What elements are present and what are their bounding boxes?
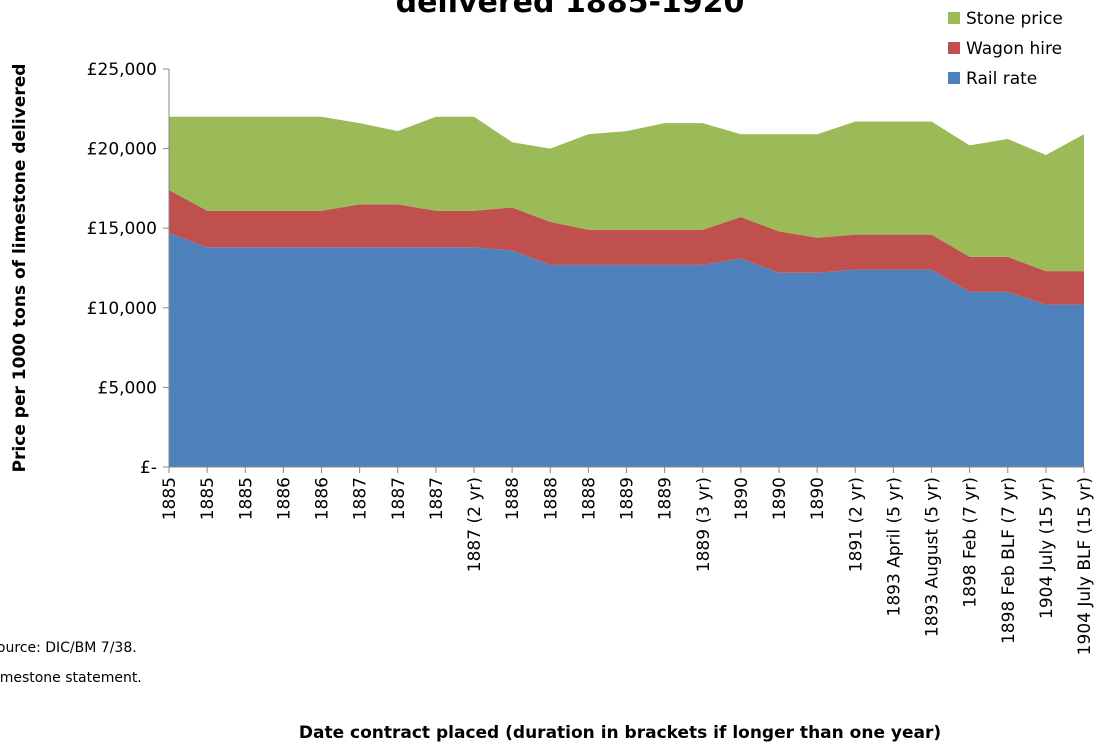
y-axis-title: Price per 1000 tons of limestone deliver… (10, 64, 30, 473)
note: Source: DIC/BM 7/38. (0, 640, 137, 656)
x-tick-label: 1888 (579, 477, 599, 520)
x-tick-label: 1888 (503, 477, 523, 520)
x-tick-label: 1885 (198, 477, 218, 520)
x-tick-label: 1898 Feb BLF (7 yr) (999, 477, 1019, 644)
x-tick-label: 1889 (618, 477, 638, 520)
x-tick-label: 1886 (313, 477, 333, 520)
y-tick-label: £- (140, 458, 157, 478)
legend-swatch (948, 12, 960, 24)
x-tick-label: 1887 (427, 477, 447, 520)
x-tick-label: 1889 (656, 477, 676, 520)
area (169, 232, 1084, 467)
x-tick-label: 1889 (3 yr) (694, 477, 714, 572)
x-tick-label: 1898 Feb (7 yr) (961, 477, 981, 608)
legend-label: Wagon hire (966, 39, 1062, 59)
legend-label: Stone price (966, 9, 1063, 29)
x-tick-label: 1890 (808, 477, 828, 520)
legend-label: Rail rate (966, 69, 1037, 89)
x-tick-label: 1890 (732, 477, 752, 520)
legend-swatch (948, 42, 960, 54)
x-tick-label: 1893 April (5 yr) (884, 477, 904, 616)
x-tick-label: 1885 (160, 477, 180, 520)
y-tick-label: £10,000 (87, 299, 157, 319)
y-tick-label: £15,000 (87, 219, 157, 239)
x-tick-label: 1886 (274, 477, 294, 520)
note: Limestone statement. (0, 670, 142, 686)
x-tick-label: 1885 (236, 477, 256, 520)
x-tick-label: 1893 August (5 yr) (923, 477, 943, 637)
x-axis-title: Date contract placed (duration in bracke… (299, 723, 941, 743)
area (169, 116, 1084, 272)
legend-swatch (948, 72, 960, 84)
x-tick-label: 1890 (770, 477, 790, 520)
x-tick-label: 1904 July (15 yr) (1037, 477, 1057, 619)
y-tick-label: £25,000 (87, 60, 157, 80)
x-tick-label: 1904 July BLF (15 yr) (1075, 477, 1095, 655)
x-tick-label: 1888 (541, 477, 561, 520)
y-tick-label: £5,000 (98, 378, 157, 398)
x-tick-label: 1887 (351, 477, 371, 520)
x-tick-label: 1891 (2 yr) (846, 477, 866, 572)
x-tick-label: 1887 (2 yr) (465, 477, 485, 572)
x-tick-label: 1887 (389, 477, 409, 520)
y-tick-label: £20,000 (87, 140, 157, 160)
area (169, 189, 1084, 305)
chart-title: delivered 1885-1920 (396, 0, 745, 20)
